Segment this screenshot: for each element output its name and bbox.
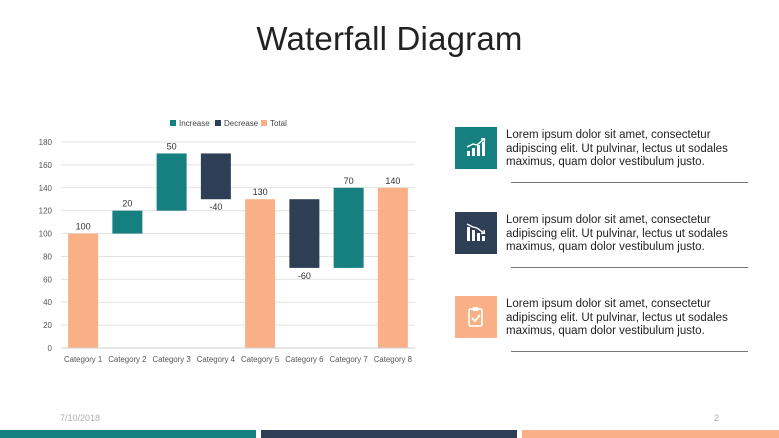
y-tick-label: 20 (43, 321, 52, 330)
data-label: 100 (76, 222, 91, 232)
legend-swatch-increase (170, 120, 176, 126)
x-tick-label: Category 7 (330, 355, 368, 364)
card-text-1: Lorem ipsum dolor sit amet, consectetur … (506, 129, 728, 168)
x-tick-label: Category 1 (64, 355, 102, 364)
x-tick-label: Category 4 (197, 355, 236, 364)
y-tick-label: 180 (39, 138, 53, 147)
x-tick-label: Category 8 (374, 355, 412, 364)
data-label: 140 (385, 176, 400, 186)
bar-3 (156, 153, 187, 211)
card-divider-1 (511, 182, 748, 183)
y-tick-label: 100 (39, 230, 53, 239)
legend-label-decrease: Decrease (224, 119, 259, 128)
bar-4 (200, 153, 231, 200)
bar-7 (333, 187, 364, 268)
y-tick-label: 80 (43, 252, 52, 261)
bar-chart-down-icon (466, 223, 486, 241)
footer-bar-teal (0, 430, 256, 438)
legend-swatch-total (261, 120, 267, 126)
data-label: -40 (209, 202, 222, 212)
y-tick-label: 120 (39, 207, 53, 216)
data-label: -60 (298, 271, 311, 281)
bar-1 (68, 233, 99, 348)
data-label: 130 (253, 187, 268, 197)
card-divider-2 (511, 267, 748, 268)
bar-8 (377, 187, 408, 348)
legend-swatch-decrease (215, 120, 221, 126)
waterfall-chart: 0 20 40 60 80 100 120 140 160 180 100 20 50 -40 130 -60… (39, 119, 415, 364)
card-text-2: Lorem ipsum dolor sit amet, consectetur … (506, 214, 728, 253)
footer-bar-navy (261, 430, 517, 438)
y-tick-label: 60 (43, 275, 52, 284)
bar-5 (245, 199, 276, 348)
data-label: 50 (167, 141, 177, 151)
card-icon-box-2 (455, 212, 497, 254)
slide-title: Waterfall Diagram (256, 20, 523, 57)
x-tick-label: Category 6 (285, 355, 323, 364)
card-text-3: Lorem ipsum dolor sit amet, consectetur … (506, 298, 728, 337)
bar-chart-up-icon (466, 138, 486, 156)
bar-6 (289, 199, 320, 268)
x-tick-label: Category 5 (241, 355, 280, 364)
clipboard-check-icon (468, 307, 483, 327)
legend-label-increase: Increase (179, 119, 210, 128)
legend-label-total: Total (270, 119, 287, 128)
x-tick-label: Category 2 (108, 355, 146, 364)
info-card-2: Lorem ipsum dolor sit amet, consectetur … (455, 212, 750, 272)
y-tick-label: 160 (39, 161, 53, 170)
data-label: 70 (344, 176, 354, 186)
card-icon-box-1 (455, 127, 497, 169)
x-tick-label: Category 3 (153, 355, 191, 364)
bar-2 (112, 210, 143, 234)
info-card-3: Lorem ipsum dolor sit amet, consectetur … (455, 296, 750, 356)
card-icon-box-3 (455, 296, 497, 338)
y-tick-label: 0 (48, 344, 53, 353)
slide-date: 7/10/2018 (60, 413, 101, 423)
footer-bar-peach (522, 430, 779, 438)
y-tick-label: 140 (39, 184, 53, 193)
slide-page-number: 2 (714, 413, 720, 423)
data-label: 20 (122, 199, 132, 209)
info-card-1: Lorem ipsum dolor sit amet, consectetur … (455, 127, 750, 187)
y-tick-label: 40 (43, 298, 52, 307)
card-divider-3 (511, 351, 748, 352)
